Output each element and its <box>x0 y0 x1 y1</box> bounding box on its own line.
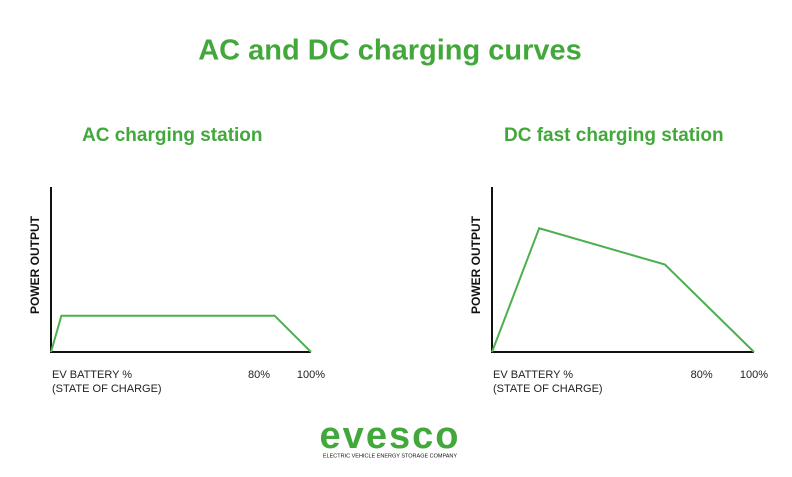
x-tick-label: 100% <box>740 369 768 381</box>
y-axis-label: POWER OUTPUT <box>469 215 483 314</box>
logo-tagline: ELECTRIC VEHICLE ENERGY STORAGE COMPANY <box>323 453 458 459</box>
logo-name: evesco <box>320 415 461 457</box>
chart-title: AC charging station <box>82 125 263 146</box>
y-axis-label: POWER OUTPUT <box>28 215 42 314</box>
page-title: AC and DC charging curves <box>198 35 582 67</box>
x-axis-label: EV BATTERY % <box>52 369 132 381</box>
x-axis-label: EV BATTERY % <box>493 369 573 381</box>
x-tick-label: 80% <box>248 369 270 381</box>
chart-title: DC fast charging station <box>504 125 724 146</box>
power-curve <box>50 314 312 353</box>
power-curve <box>491 227 755 353</box>
x-axis-label: (STATE OF CHARGE) <box>52 383 162 395</box>
x-tick-label: 80% <box>691 369 713 381</box>
x-tick-label: 100% <box>297 369 325 381</box>
x-axis-label: (STATE OF CHARGE) <box>493 383 603 395</box>
